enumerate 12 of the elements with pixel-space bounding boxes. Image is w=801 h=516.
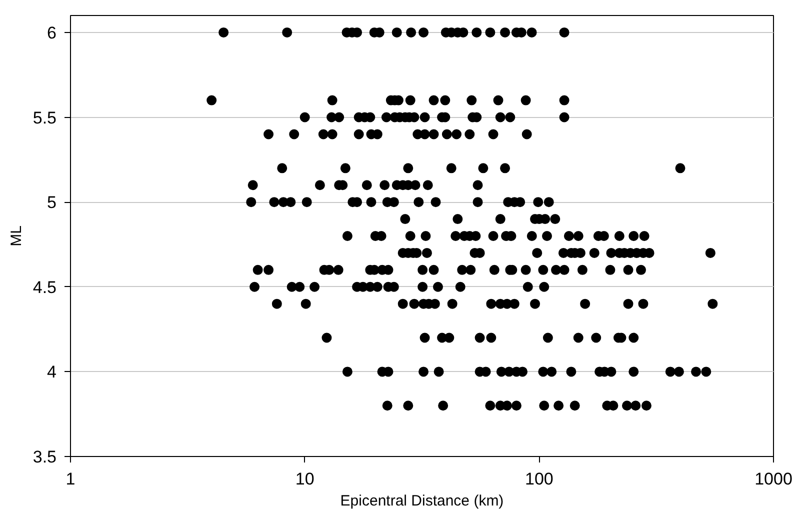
x-tick-label: 100 (524, 470, 554, 488)
y-tick-label: 4.5 (32, 278, 57, 297)
y-tick-label: 6 (47, 23, 57, 42)
x-tick-label: 1 (66, 470, 76, 488)
x-tick-label: 1000 (754, 470, 792, 488)
y-tick-label: 5 (47, 193, 57, 212)
x-axis-title: Epicentral Distance (km) (340, 492, 504, 510)
y-tick-label: 3.5 (32, 448, 57, 466)
y-tick-label: 4 (47, 362, 57, 382)
y-tick-label: 5.5 (32, 108, 57, 128)
x-tick-label: 10 (295, 470, 314, 488)
y-axis-title: ML (8, 226, 25, 246)
